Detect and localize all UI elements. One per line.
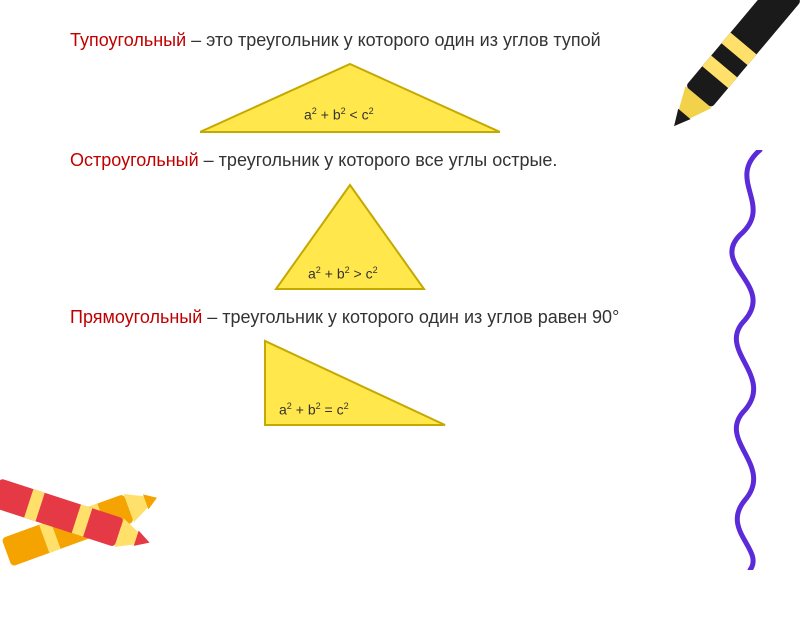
crayon-bottom-left-icon — [0, 422, 170, 622]
crayon-top-right-icon — [648, 0, 800, 168]
section-obtuse: Тупоугольный – это треугольник у которог… — [70, 28, 630, 138]
triangle-right: a2 + b2 = c2 — [245, 335, 455, 431]
triangle-right-shape — [245, 335, 455, 431]
term-right: Прямоугольный — [70, 307, 202, 327]
squiggle-icon — [720, 150, 780, 570]
triangle-right-wrap: a2 + b2 = c2 — [70, 335, 630, 431]
triangle-acute: a2 + b2 > c2 — [270, 179, 430, 295]
definition-right-rest: – треугольник у которого один из углов р… — [202, 307, 619, 327]
formula-obtuse: a2 + b2 < c2 — [304, 106, 374, 123]
section-right: Прямоугольный – треугольник у которого о… — [70, 305, 630, 431]
formula-acute: a2 + b2 > c2 — [308, 265, 378, 282]
section-acute: Остроугольный – треугольник у которого в… — [70, 148, 630, 294]
definition-right: Прямоугольный – треугольник у которого о… — [70, 305, 630, 329]
term-acute: Остроугольный — [70, 150, 199, 170]
definition-obtuse: Тупоугольный – это треугольник у которог… — [70, 28, 630, 52]
triangle-obtuse-wrap: a2 + b2 < c2 — [70, 58, 630, 138]
triangle-acute-wrap: a2 + b2 > c2 — [70, 179, 630, 295]
definition-obtuse-rest: – это треугольник у которого один из угл… — [186, 30, 601, 50]
triangle-obtuse-shape — [200, 58, 500, 138]
triangle-obtuse: a2 + b2 < c2 — [200, 58, 500, 138]
definition-acute: Остроугольный – треугольник у которого в… — [70, 148, 630, 172]
definition-acute-rest: – треугольник у которого все углы острые… — [199, 150, 558, 170]
formula-right: a2 + b2 = c2 — [279, 401, 349, 418]
term-obtuse: Тупоугольный — [70, 30, 186, 50]
